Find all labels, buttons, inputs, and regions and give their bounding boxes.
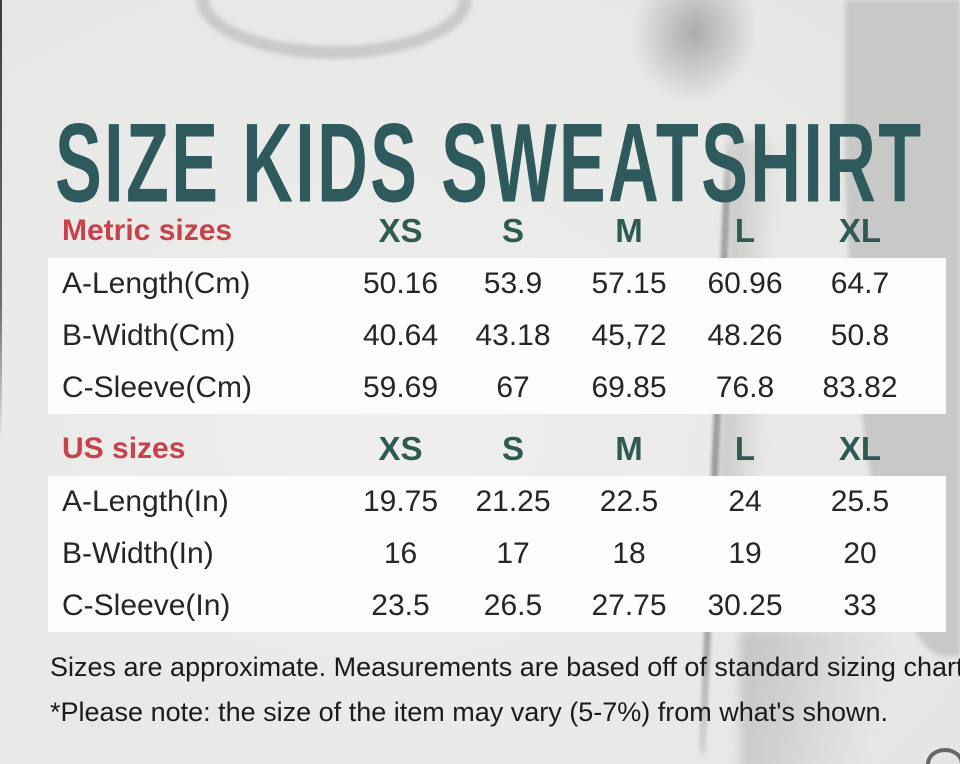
table-row-b-width-in: B-Width(In) 16 17 18 19 20 <box>48 528 946 580</box>
size-header-s: S <box>501 212 524 249</box>
cell-l: 19 <box>728 537 762 570</box>
row-label: A-Length(In) <box>62 485 229 518</box>
cell-xs: 40.64 <box>362 319 439 352</box>
table-row-b-width-cm: B-Width(Cm) 40.64 43.18 45,72 48.26 50.8 <box>48 310 946 362</box>
section-label-metric: Metric sizes <box>62 214 233 247</box>
sweatshirt-collar <box>196 0 472 59</box>
cell-xs: 16 <box>383 537 418 570</box>
metric-table-panel: A-Length(Cm) 50.16 53.9 57.15 60.96 64.7… <box>48 258 946 414</box>
page-title: SIZE KIDS SWEATSHIRT <box>55 101 924 227</box>
table-row-c-sleeve-cm: C-Sleeve(Cm) 59.69 67 69.85 76.8 83.82 <box>48 362 946 414</box>
lower-sleeve-shade <box>740 630 930 764</box>
cell-s: 17 <box>496 537 530 570</box>
cell-l: 48.26 <box>707 319 783 352</box>
cell-xl: 25.5 <box>830 485 890 518</box>
cell-l: 30.25 <box>707 589 783 622</box>
size-header-s: S <box>501 430 524 467</box>
cell-xs: 50.16 <box>362 267 439 300</box>
cell-xl: 50.8 <box>830 319 890 352</box>
cell-xs: 59.69 <box>362 371 439 404</box>
cell-xl: 64.7 <box>830 267 890 300</box>
row-label: B-Width(Cm) <box>62 319 236 352</box>
cell-m: 27.75 <box>591 589 667 622</box>
size-header-l: L <box>734 212 756 249</box>
row-label: B-Width(In) <box>62 537 214 570</box>
cell-l: 76.8 <box>715 371 775 404</box>
cell-m: 69.85 <box>591 371 667 404</box>
footnote-variance: *Please note: the size of the item may v… <box>50 697 889 727</box>
table-row-a-length-cm: A-Length(Cm) 50.16 53.9 57.15 60.96 64.7 <box>48 258 946 310</box>
size-header-xs: XS <box>378 430 423 467</box>
table-row-a-length-in: A-Length(In) 19.75 21.25 22.5 24 25.5 <box>48 476 946 528</box>
cell-s: 26.5 <box>483 589 543 622</box>
section-label-us: US sizes <box>62 432 186 465</box>
cell-m: 22.5 <box>599 485 659 518</box>
cell-m: 45,72 <box>591 319 667 352</box>
size-header-l: L <box>734 430 756 467</box>
left-edge-line <box>0 0 2 440</box>
size-header-xs: XS <box>378 212 423 249</box>
footnote-approximate: Sizes are approximate. Measurements are … <box>50 652 960 682</box>
cell-xl: 33 <box>843 589 877 622</box>
watermark-partial-circle-icon <box>926 748 960 764</box>
cell-m: 57.15 <box>591 267 667 300</box>
size-header-xl: XL <box>838 212 882 249</box>
size-header-m: M <box>615 430 643 467</box>
us-header-row: US sizes XS S M L XL <box>48 426 946 472</box>
size-header-m: M <box>615 212 643 249</box>
size-header-xl: XL <box>838 430 882 467</box>
cell-m: 18 <box>612 537 646 570</box>
us-table-panel: A-Length(In) 19.75 21.25 22.5 24 25.5 B-… <box>48 476 946 632</box>
cell-s: 21.25 <box>475 485 551 518</box>
metric-header-row: Metric sizes XS S M L XL <box>48 208 946 254</box>
cell-xl: 20 <box>843 537 877 570</box>
cell-s: 67 <box>496 371 530 404</box>
cell-l: 60.96 <box>707 267 783 300</box>
table-row-c-sleeve-in: C-Sleeve(In) 23.5 26.5 27.75 30.25 33 <box>48 580 946 632</box>
cell-s: 53.9 <box>483 267 543 300</box>
row-label: C-Sleeve(Cm) <box>62 371 253 404</box>
cell-s: 43.18 <box>475 319 551 352</box>
row-label: C-Sleeve(In) <box>62 589 231 622</box>
cell-xl: 83.82 <box>822 371 898 404</box>
cell-l: 24 <box>728 485 762 518</box>
cell-xs: 19.75 <box>362 485 439 518</box>
row-label: A-Length(Cm) <box>62 267 251 300</box>
cell-xs: 23.5 <box>371 589 430 622</box>
